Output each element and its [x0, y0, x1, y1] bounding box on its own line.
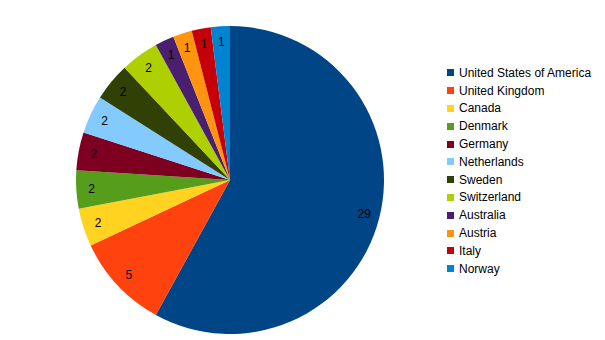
- html-text:Germany: Germany: [459, 137, 509, 152]
- html-text:Denmark: Denmark: [459, 119, 508, 134]
- html-text:Italy: Italy: [459, 243, 481, 258]
- svg-text:1: 1: [218, 35, 225, 49]
- svg-text:5: 5: [126, 268, 133, 282]
- svg-text:2: 2: [145, 61, 152, 75]
- svg-text:2: 2: [95, 216, 102, 230]
- html-text:United States of America: United States of America: [459, 65, 592, 80]
- html-text:United Kingdom: United Kingdom: [459, 83, 545, 98]
- svg-text:2: 2: [101, 114, 108, 128]
- svg-text:2: 2: [91, 147, 98, 161]
- html-text:Norway: Norway: [459, 261, 500, 276]
- html-text:Switzerland: Switzerland: [459, 190, 521, 205]
- html-text:Netherlands: Netherlands: [459, 154, 524, 169]
- svg-text:1: 1: [168, 48, 175, 62]
- html-text:Canada: Canada: [459, 101, 501, 116]
- html-text:Austria: Austria: [459, 226, 497, 241]
- svg-text:1: 1: [184, 41, 191, 55]
- svg-text:2: 2: [88, 182, 95, 196]
- html-text:Australia: Australia: [459, 208, 506, 223]
- svg-text:1: 1: [201, 37, 208, 51]
- html-text:Sweden: Sweden: [459, 172, 503, 187]
- svg-text:29: 29: [358, 207, 372, 221]
- svg-text:2: 2: [120, 85, 127, 99]
